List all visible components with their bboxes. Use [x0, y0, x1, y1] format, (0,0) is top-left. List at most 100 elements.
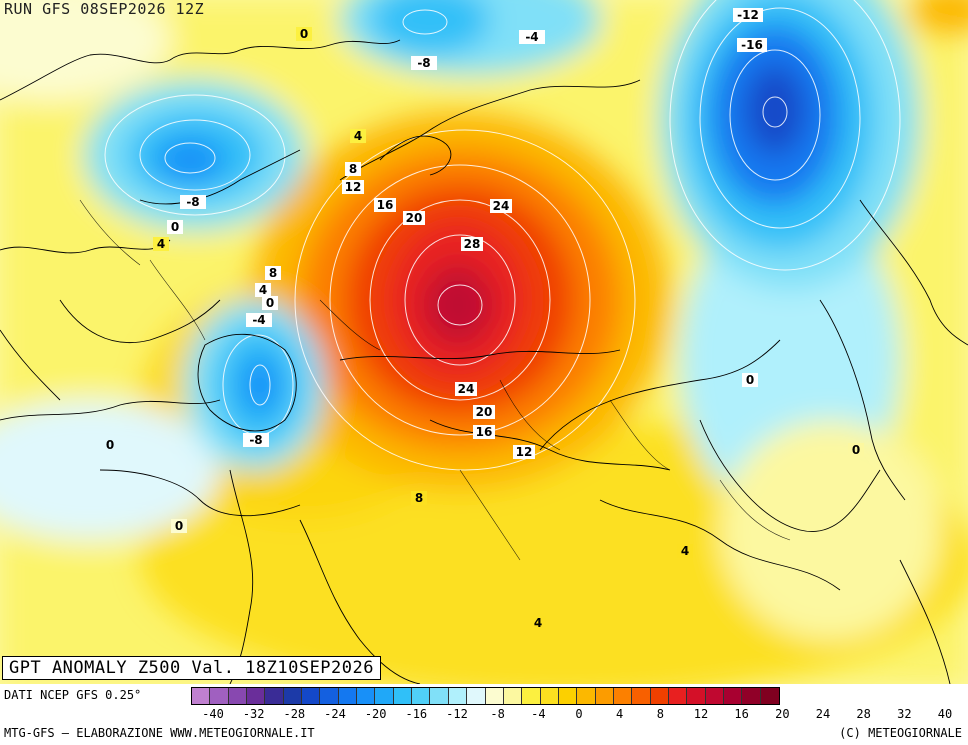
svg-text:4: 4 [681, 544, 689, 558]
contour-label: 20 [473, 405, 495, 419]
scale-tick-label: 28 [856, 707, 871, 721]
svg-text:-8: -8 [249, 433, 262, 447]
svg-text:-4: -4 [252, 313, 265, 327]
scale-tick-label: 40 [937, 707, 953, 721]
contour-label: 0 [102, 438, 118, 452]
scale-swatch [687, 688, 706, 704]
footer: DATI NCEP GFS 0.25° -40 -32 -28 -24 -20 -16 -1… [0, 684, 968, 745]
scale-swatch [192, 688, 211, 704]
color-scale [191, 687, 780, 705]
scale-tick-label: 8 [656, 707, 664, 721]
contour-label: -12 [733, 8, 763, 22]
scale-swatch [668, 688, 688, 704]
svg-text:4: 4 [259, 283, 267, 297]
scale-tick-label: 0 [575, 707, 583, 721]
scale-swatch [357, 688, 376, 704]
contour-label: 24 [455, 382, 477, 396]
contour-label: 24 [490, 199, 512, 213]
data-source: DATI NCEP GFS 0.25° [4, 688, 142, 702]
contour-label: 4 [153, 237, 169, 251]
scale-tick-label: -28 [283, 707, 306, 721]
scale-swatch [760, 688, 779, 704]
scale-swatch [320, 688, 339, 704]
scale-swatch [540, 688, 559, 704]
color-scale-ticks: -40 -32 -28 -24 -20 -16 -12 -8 -4 0 4 8 12 16 20 24 28 32… [191, 707, 967, 723]
scale-tick-label: -12 [446, 707, 468, 721]
scale-swatch [412, 688, 431, 704]
svg-text:16: 16 [377, 198, 394, 212]
svg-text:28: 28 [464, 237, 481, 251]
contour-label: 8 [411, 491, 427, 505]
contour-label: 12 [342, 180, 364, 194]
scale-swatch [210, 688, 229, 704]
contour-label: -16 [737, 38, 767, 52]
svg-text:16: 16 [476, 425, 493, 439]
scale-tick-label: -20 [364, 707, 387, 721]
contour-label: -4 [519, 30, 545, 44]
geopotential-anomaly-map: 0 -4 -8 -12 -16 -8 4 8 12 16 20 24 28 24… [0, 0, 968, 684]
credit-left: MTG-GFS – ELABORAZIONE WWW.METEOGIORNALE… [4, 726, 315, 740]
svg-text:0: 0 [746, 373, 754, 387]
svg-text:-16: -16 [741, 38, 763, 52]
coastlines [0, 39, 968, 684]
scale-swatch [302, 688, 321, 704]
contour-label: 28 [461, 237, 483, 251]
scale-tick-label: -24 [324, 707, 346, 721]
svg-text:-12: -12 [737, 8, 759, 22]
borders [79, 199, 791, 561]
scale-tick-label: -32 [242, 707, 265, 721]
contour-label: -8 [180, 195, 206, 209]
scale-tick-label: -8 [490, 707, 505, 721]
svg-text:-8: -8 [186, 195, 199, 209]
svg-text:12: 12 [345, 180, 362, 194]
contour-label: 0 [171, 519, 187, 533]
scale-swatch [595, 688, 614, 704]
svg-text:8: 8 [349, 162, 357, 176]
scale-swatch [467, 688, 486, 704]
scale-swatch [577, 688, 596, 704]
scale-swatch [265, 688, 284, 704]
contour-label: -8 [243, 433, 269, 447]
contour-label: 8 [265, 266, 281, 280]
contour-label: 12 [513, 445, 535, 459]
map-title: GPT ANOMALY Z500 Val. 18Z10SEP2026 [2, 656, 381, 680]
svg-text:0: 0 [106, 438, 114, 452]
scale-tick-label: 12 [693, 707, 709, 721]
scale-swatch [558, 688, 578, 704]
scale-swatch [522, 688, 541, 704]
scale-swatch [430, 688, 449, 704]
contour-label: 20 [403, 211, 425, 225]
contour-label: 0 [742, 373, 758, 387]
contour-lines [104, 0, 901, 471]
scale-swatch [723, 688, 743, 704]
scale-swatch [650, 688, 669, 704]
svg-text:8: 8 [415, 491, 423, 505]
scale-tick-label: 24 [815, 707, 831, 721]
svg-text:20: 20 [476, 405, 493, 419]
credit-right: (C) METEOGIORNALE [839, 726, 962, 740]
contour-value-labels: 0 -4 -8 -12 -16 -8 4 8 12 16 20 24 28 24… [102, 8, 864, 630]
scale-swatch [247, 688, 266, 704]
scale-tick-label: -40 [202, 707, 224, 721]
scale-swatch [742, 688, 761, 704]
contour-label: 4 [677, 544, 693, 558]
svg-text:24: 24 [493, 199, 510, 213]
svg-text:4: 4 [354, 129, 362, 143]
scale-tick-label: 32 [897, 707, 912, 721]
scale-swatch [448, 688, 468, 704]
run-title: RUN GFS 08SEP2026 12Z [4, 0, 205, 18]
scale-swatch [228, 688, 248, 704]
contour-label: 0 [296, 27, 312, 41]
svg-text:0: 0 [300, 27, 308, 41]
svg-text:0: 0 [852, 443, 860, 457]
scale-swatch [338, 688, 358, 704]
svg-text:-8: -8 [417, 56, 430, 70]
contour-label: 0 [848, 443, 864, 457]
scale-swatch [705, 688, 724, 704]
svg-text:0: 0 [171, 220, 179, 234]
scale-tick-label: -16 [405, 707, 428, 721]
svg-text:4: 4 [157, 237, 165, 251]
svg-text:24: 24 [458, 382, 475, 396]
contour-label: 4 [255, 283, 271, 297]
svg-text:0: 0 [266, 296, 274, 310]
